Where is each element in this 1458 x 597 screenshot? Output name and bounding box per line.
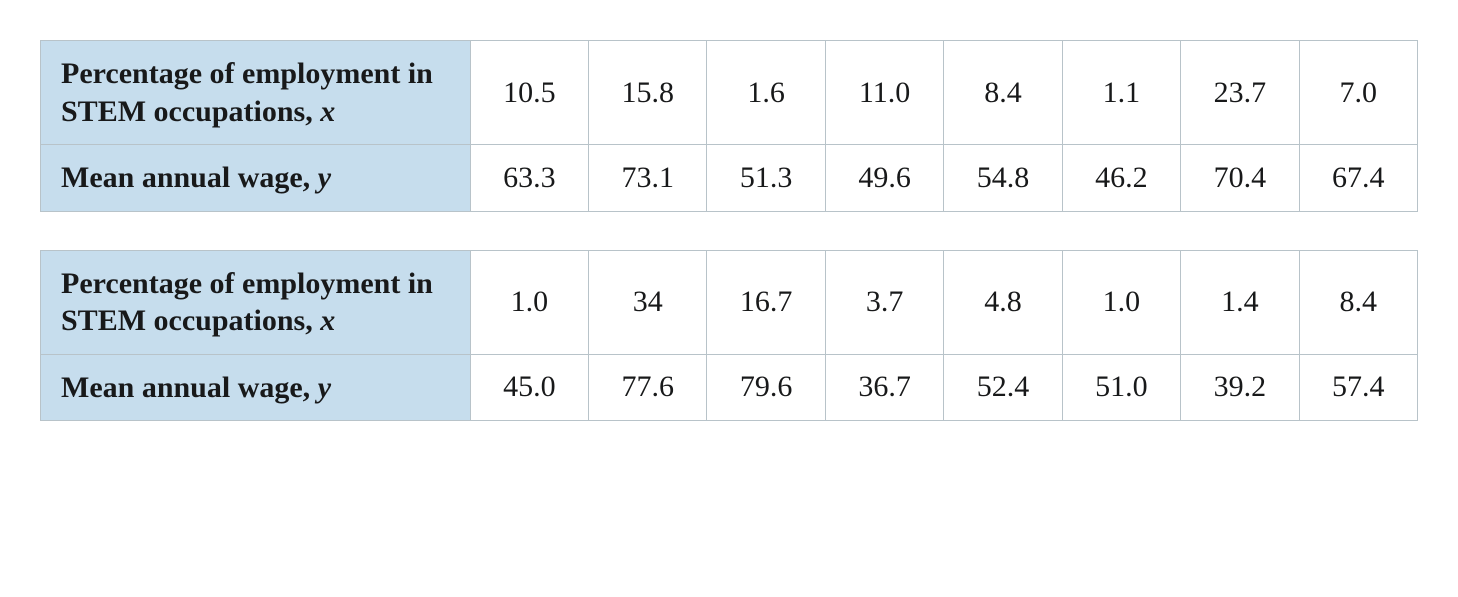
data-cell: 3.7 [825,250,943,354]
data-cell: 23.7 [1181,41,1299,145]
data-cell: 51.3 [707,145,825,212]
data-cell: 1.4 [1181,250,1299,354]
row-header-y-text: Mean annual wage, [61,161,318,194]
data-cell: 16.7 [707,250,825,354]
data-cell: 52.4 [944,354,1062,421]
table-row: Mean annual wage, y 63.3 73.1 51.3 49.6 … [41,145,1418,212]
data-cell: 8.4 [944,41,1062,145]
row-header-y: Mean annual wage, y [41,145,471,212]
row-header-x: Percentage of employment in STEM occupat… [41,250,471,354]
table-row: Mean annual wage, y 45.0 77.6 79.6 36.7 … [41,354,1418,421]
tables-wrapper: Percentage of employment in STEM occupat… [40,40,1418,421]
table-row: Percentage of employment in STEM occupat… [41,250,1418,354]
row-header-x-var: x [320,304,335,337]
row-header-x: Percentage of employment in STEM occupat… [41,41,471,145]
data-cell: 45.0 [470,354,588,421]
data-cell: 63.3 [470,145,588,212]
data-cell: 8.4 [1299,250,1417,354]
data-cell: 77.6 [589,354,707,421]
row-header-x-var: x [320,95,335,128]
row-header-y: Mean annual wage, y [41,354,471,421]
data-cell: 1.0 [470,250,588,354]
row-header-y-text: Mean annual wage, [61,371,318,404]
data-table-2: Percentage of employment in STEM occupat… [40,250,1418,422]
row-header-x-text: Percentage of employment in STEM occupat… [61,57,433,128]
row-header-y-var: y [318,161,331,194]
data-cell: 1.6 [707,41,825,145]
data-cell: 36.7 [825,354,943,421]
data-cell: 11.0 [825,41,943,145]
row-header-x-text: Percentage of employment in STEM occupat… [61,267,433,338]
data-cell: 34 [589,250,707,354]
data-cell: 73.1 [589,145,707,212]
data-cell: 7.0 [1299,41,1417,145]
data-cell: 51.0 [1062,354,1180,421]
data-cell: 4.8 [944,250,1062,354]
data-cell: 15.8 [589,41,707,145]
data-table-1: Percentage of employment in STEM occupat… [40,40,1418,212]
data-cell: 54.8 [944,145,1062,212]
data-cell: 57.4 [1299,354,1417,421]
data-cell: 39.2 [1181,354,1299,421]
data-cell: 67.4 [1299,145,1417,212]
data-cell: 49.6 [825,145,943,212]
data-cell: 70.4 [1181,145,1299,212]
data-cell: 79.6 [707,354,825,421]
data-cell: 1.1 [1062,41,1180,145]
table-row: Percentage of employment in STEM occupat… [41,41,1418,145]
data-cell: 1.0 [1062,250,1180,354]
row-header-y-var: y [318,371,331,404]
data-cell: 46.2 [1062,145,1180,212]
data-cell: 10.5 [470,41,588,145]
